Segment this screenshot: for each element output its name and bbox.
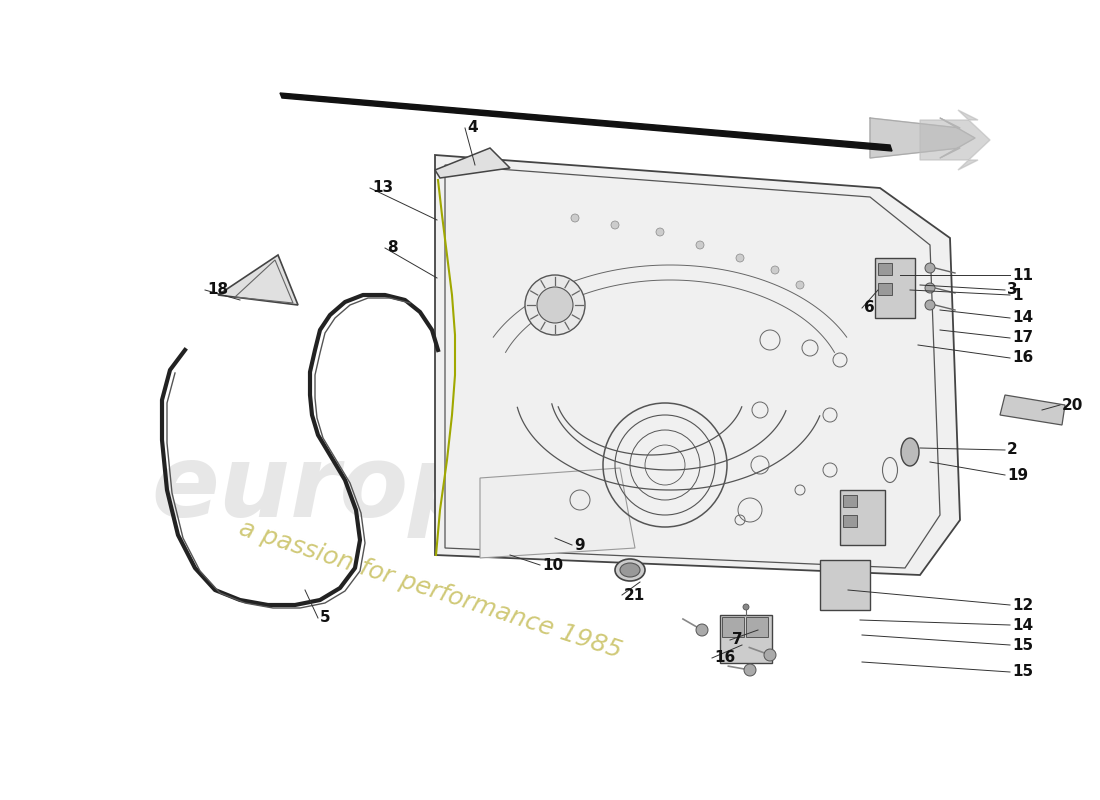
Text: 14: 14	[1012, 310, 1033, 326]
Circle shape	[796, 281, 804, 289]
Bar	[840, 490, 886, 545]
Circle shape	[571, 214, 579, 222]
Ellipse shape	[901, 438, 918, 466]
Text: 8: 8	[387, 241, 397, 255]
Text: 9: 9	[574, 538, 584, 553]
Circle shape	[525, 275, 585, 335]
Text: 14: 14	[1012, 618, 1033, 633]
Text: 18: 18	[207, 282, 228, 298]
Polygon shape	[1000, 395, 1065, 425]
Text: 15: 15	[1012, 665, 1033, 679]
Text: 10: 10	[542, 558, 563, 573]
Text: 4: 4	[468, 121, 477, 135]
Circle shape	[610, 221, 619, 229]
Circle shape	[764, 649, 776, 661]
Polygon shape	[218, 255, 298, 305]
Circle shape	[742, 604, 749, 610]
Circle shape	[771, 266, 779, 274]
Circle shape	[925, 300, 935, 310]
Polygon shape	[870, 118, 975, 158]
Bar	[878, 283, 892, 295]
Text: 6: 6	[864, 301, 874, 315]
Text: 19: 19	[1006, 467, 1028, 482]
Bar	[878, 263, 892, 275]
Bar	[722, 617, 744, 637]
Polygon shape	[920, 110, 990, 170]
Text: 13: 13	[372, 181, 393, 195]
Text: 7: 7	[732, 633, 742, 647]
Polygon shape	[434, 148, 510, 178]
Bar	[720, 615, 772, 663]
Circle shape	[656, 228, 664, 236]
Text: a passion for performance 1985: a passion for performance 1985	[235, 517, 625, 663]
Bar	[820, 560, 870, 610]
Text: 20: 20	[1062, 398, 1084, 413]
Text: 12: 12	[1012, 598, 1033, 613]
Circle shape	[925, 263, 935, 273]
Polygon shape	[280, 93, 892, 151]
Text: 3: 3	[1006, 282, 1018, 298]
Circle shape	[537, 287, 573, 323]
Bar	[843, 515, 857, 527]
Text: europes: europes	[152, 442, 608, 538]
Text: 15: 15	[1012, 638, 1033, 653]
Ellipse shape	[620, 563, 640, 577]
Circle shape	[736, 254, 744, 262]
Circle shape	[925, 283, 935, 293]
Text: 5: 5	[320, 610, 331, 626]
Bar	[874, 258, 915, 318]
Polygon shape	[434, 155, 960, 575]
Circle shape	[696, 241, 704, 249]
Circle shape	[696, 624, 708, 636]
Circle shape	[744, 664, 756, 676]
Text: 2: 2	[1006, 442, 1018, 458]
Text: 17: 17	[1012, 330, 1033, 346]
Polygon shape	[480, 468, 635, 558]
Text: 1: 1	[1012, 287, 1023, 302]
Bar	[843, 495, 857, 507]
Text: 16: 16	[714, 650, 735, 666]
Text: 16: 16	[1012, 350, 1033, 366]
Bar	[746, 617, 768, 637]
Text: 11: 11	[1012, 267, 1033, 282]
Text: 21: 21	[624, 587, 646, 602]
Ellipse shape	[615, 559, 645, 581]
